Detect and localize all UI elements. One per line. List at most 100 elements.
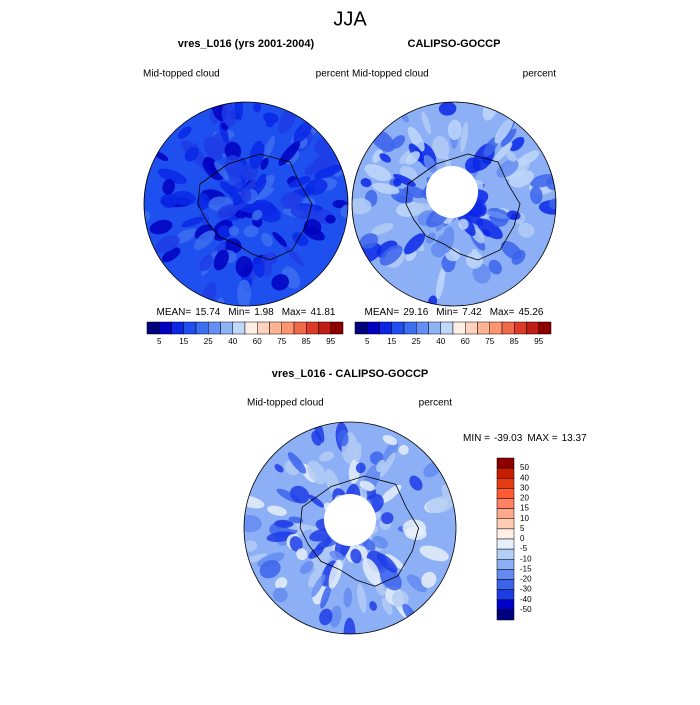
colorbar-label: 75 [485, 337, 494, 346]
map-patch [379, 566, 402, 591]
map-patch [379, 452, 396, 478]
map-patch [193, 230, 216, 250]
stat-label: MEAN= [157, 307, 192, 318]
map-patch [338, 429, 349, 447]
map-patch [381, 512, 394, 525]
map-patch [262, 136, 275, 161]
map-border [143, 101, 349, 307]
map-patch [379, 245, 403, 266]
colorbar-label: -30 [520, 585, 532, 594]
map-patch [272, 231, 288, 247]
colorbar-box [195, 321, 209, 335]
map-patch [419, 545, 449, 562]
colorbar-box [496, 488, 515, 499]
stat-value: 1.98 [254, 307, 274, 318]
map-patch [372, 182, 400, 195]
map-patch [311, 574, 326, 597]
colorbar-label: 20 [520, 494, 529, 503]
map-border [243, 421, 457, 635]
map-patch [235, 255, 253, 278]
colorbar-box [526, 321, 539, 335]
map-patch [283, 244, 305, 267]
stat-value: 41.81 [310, 307, 335, 318]
colorbar-box [257, 321, 270, 335]
map-patch [357, 583, 367, 614]
map-patch [310, 544, 335, 569]
map-patch [371, 535, 388, 549]
map-patch [325, 214, 336, 224]
colorbar-box [501, 321, 515, 335]
colorbar-label: -5 [520, 544, 528, 553]
colorbar-box [220, 321, 233, 335]
colorbar-label: 40 [228, 337, 237, 346]
map-patch [390, 135, 406, 149]
colorbar-box [496, 467, 515, 479]
map-patch [157, 168, 187, 184]
map-patch [199, 254, 214, 272]
right-label: percent [523, 69, 557, 80]
colorbar-box [367, 321, 380, 335]
colorbar-box [489, 321, 503, 335]
map-patch [488, 259, 502, 275]
colorbar-box [269, 321, 282, 335]
colorbar-label: -20 [520, 575, 532, 584]
map-patch [278, 141, 301, 166]
stat-value: 7.42 [462, 307, 482, 318]
colorbar-box [428, 321, 441, 335]
colorbar-box [496, 579, 515, 590]
map-patch [404, 526, 427, 541]
map-patch [319, 608, 333, 626]
colorbar-box [146, 321, 160, 335]
map-patch [319, 451, 335, 462]
colorbar-label: 95 [534, 337, 543, 346]
colorbar-label: 5 [520, 524, 525, 533]
colorbar-box [208, 321, 221, 335]
coastline [405, 153, 521, 261]
map-patch [224, 141, 242, 161]
colorbar-box [496, 548, 515, 560]
left-label: Mid-topped cloud [143, 69, 220, 80]
map-patch [447, 119, 462, 140]
stat-label: Max= [282, 307, 307, 318]
map-patch [393, 173, 416, 187]
map-patch [359, 233, 379, 249]
stat-label: MIN = [463, 433, 490, 444]
colorbar-label: -10 [520, 554, 532, 563]
colorbar-box [244, 321, 258, 335]
map-patch [203, 156, 221, 175]
map-patch [253, 102, 262, 113]
colorbar-label: 5 [365, 337, 370, 346]
map-patch [287, 192, 302, 206]
colorbar-label: 0 [520, 534, 525, 543]
colorbar-box [183, 321, 197, 335]
colorbar-box [514, 321, 527, 335]
panel-title: CALIPSO-GOCCP [408, 38, 501, 50]
map-patch [307, 460, 327, 485]
map-patch [343, 617, 356, 634]
map-patch [265, 118, 275, 128]
colorbar-label: 25 [204, 337, 213, 346]
map-patch [392, 590, 409, 608]
map-patch [253, 187, 275, 201]
colorbar-box [496, 508, 515, 519]
map [144, 102, 348, 306]
map-border [351, 101, 557, 307]
map-patch [371, 223, 394, 235]
colorbar-box [496, 538, 515, 550]
map-patch [494, 117, 514, 144]
map-patch [217, 225, 232, 239]
left-label: Mid-topped cloud [247, 398, 324, 409]
map-patch [278, 106, 297, 134]
colorbar-box [391, 321, 405, 335]
map-patch [220, 203, 247, 216]
map-patch [529, 186, 543, 205]
colorbar-box [232, 321, 246, 335]
map-patch [376, 553, 398, 573]
colorbar-box [354, 321, 368, 335]
map-patch [369, 601, 377, 611]
map-patch [423, 155, 437, 173]
map-patch [399, 150, 413, 165]
stats: MEAN= 15.74 Min= 1.98 Max= 41.81 [157, 307, 336, 318]
map-patch [243, 225, 259, 238]
map-patch [409, 475, 423, 491]
